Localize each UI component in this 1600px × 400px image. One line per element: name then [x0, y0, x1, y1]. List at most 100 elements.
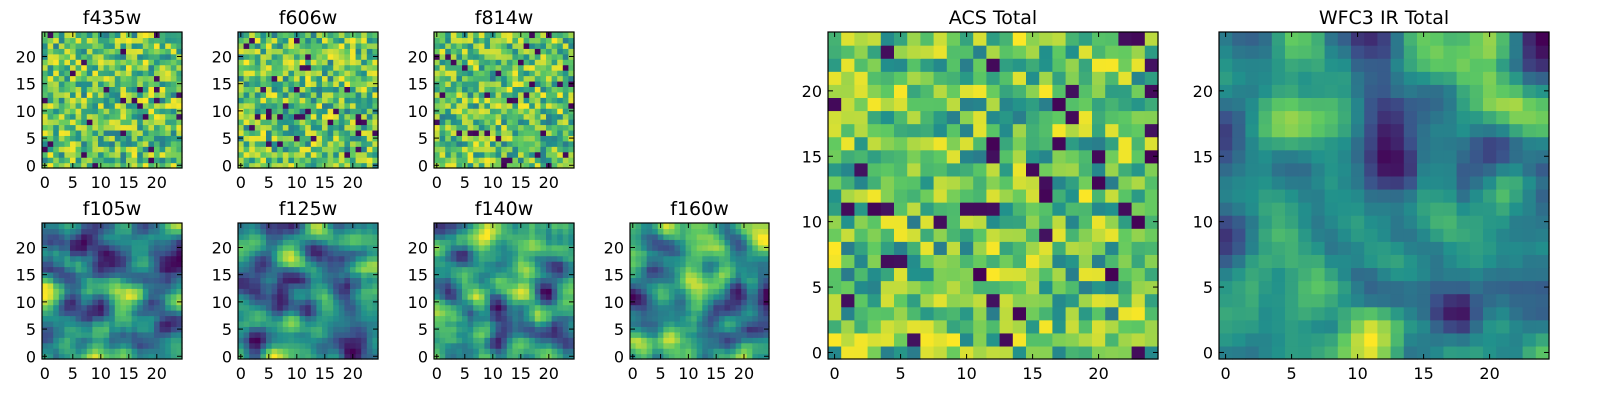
- heatmap-cell: [294, 140, 301, 147]
- heatmap-cell: [266, 124, 273, 131]
- heatmap-cell: [120, 102, 127, 109]
- heatmap-cell: [1105, 280, 1119, 295]
- heatmap-cell: [562, 124, 569, 131]
- heatmap-cell: [635, 288, 642, 295]
- heatmap-cell: [946, 293, 961, 308]
- heatmap-cell: [854, 188, 869, 203]
- heatmap-cell: [170, 129, 177, 136]
- heatmap-cell: [529, 102, 536, 109]
- heatmap-cell: [361, 157, 368, 164]
- heatmap-cell: [523, 337, 530, 344]
- heatmap-cell: [1039, 149, 1053, 164]
- heatmap-cell: [462, 320, 469, 327]
- heatmap-cell: [70, 255, 77, 262]
- heatmap-cell: [445, 135, 452, 142]
- heatmap-cell: [288, 304, 295, 311]
- heatmap-cell: [333, 304, 340, 311]
- heatmap-cell: [103, 124, 110, 131]
- heatmap-cell: [635, 282, 642, 289]
- heatmap-cell: [691, 342, 698, 349]
- heatmap-cell: [512, 162, 519, 169]
- heatmap-cell: [746, 331, 753, 338]
- heatmap-cell: [490, 135, 497, 142]
- heatmap-cell: [1078, 228, 1093, 242]
- heatmap-cell: [53, 326, 60, 333]
- heatmap-cell: [518, 124, 525, 131]
- heatmap-cell: [70, 59, 77, 66]
- heatmap-cell: [467, 261, 474, 268]
- heatmap-cell: [478, 102, 485, 109]
- heatmap-cell: [551, 37, 558, 44]
- heatmap-cell: [159, 348, 166, 355]
- heatmap-cell: [142, 342, 149, 349]
- y-tick-label: 0: [614, 347, 624, 366]
- heatmap-cell: [512, 266, 519, 273]
- heatmap-cell: [120, 261, 127, 268]
- heatmap-cell: [310, 223, 317, 230]
- heatmap-cell: [641, 223, 648, 230]
- heatmap-cell: [58, 53, 65, 60]
- heatmap-cell: [338, 310, 345, 317]
- heatmap-cell: [47, 271, 54, 278]
- heatmap-cell: [238, 119, 245, 126]
- heatmap-cell: [735, 315, 742, 322]
- heatmap-cell: [75, 162, 82, 169]
- heatmap-cell: [159, 326, 166, 333]
- heatmap-cell: [120, 108, 127, 115]
- heatmap-cell: [170, 353, 177, 360]
- heatmap-cell: [372, 255, 379, 262]
- heatmap-cell: [746, 348, 753, 355]
- heatmap-cell: [562, 151, 569, 158]
- heatmap-cell: [562, 331, 569, 338]
- heatmap-cell: [333, 293, 340, 300]
- heatmap-cell: [47, 228, 54, 235]
- heatmap-cell: [529, 250, 536, 257]
- heatmap-cell: [266, 97, 273, 104]
- heatmap-cell: [933, 332, 948, 347]
- heatmap-cell: [42, 124, 49, 131]
- heatmap-cell: [249, 288, 256, 295]
- heatmap-cell: [495, 266, 502, 273]
- heatmap-cell: [260, 348, 267, 355]
- heatmap-cell: [53, 277, 60, 284]
- heatmap-cell: [81, 64, 88, 71]
- heatmap-cell: [299, 223, 306, 230]
- heatmap-cell: [42, 310, 49, 317]
- heatmap-cell: [47, 304, 54, 311]
- heatmap-cell: [540, 250, 547, 257]
- heatmap-cell: [540, 353, 547, 360]
- heatmap-cell: [254, 53, 261, 60]
- heatmap-cell: [344, 293, 351, 300]
- heatmap-cell: [933, 319, 948, 334]
- heatmap-cell: [568, 37, 575, 44]
- heatmap-cell: [47, 288, 54, 295]
- heatmap-cell: [841, 149, 855, 164]
- heatmap-cell: [355, 331, 362, 338]
- heatmap-cell: [894, 202, 908, 216]
- heatmap-cell: [473, 233, 480, 240]
- heatmap-cell: [730, 261, 737, 268]
- heatmap-cell: [551, 299, 558, 306]
- heatmap-cell: [305, 32, 312, 39]
- heatmap-cell: [484, 223, 491, 230]
- heatmap-cell: [960, 319, 974, 334]
- heatmap-cell: [484, 135, 491, 142]
- heatmap-cell: [641, 320, 648, 327]
- heatmap-cell: [1052, 345, 1067, 360]
- heatmap-cell: [142, 113, 149, 120]
- heatmap-cell: [456, 239, 463, 246]
- heatmap-cell: [366, 277, 373, 284]
- heatmap-cell: [81, 310, 88, 317]
- heatmap-cell: [718, 282, 726, 289]
- heatmap-cell: [322, 233, 329, 240]
- heatmap-cell: [114, 266, 121, 273]
- heatmap-cell: [518, 337, 525, 344]
- heatmap-cell: [266, 91, 273, 98]
- heatmap-cell: [266, 250, 273, 257]
- heatmap-cell: [752, 228, 759, 235]
- heatmap-cell: [154, 48, 161, 55]
- heatmap-cell: [372, 140, 379, 147]
- heatmap-cell: [42, 342, 49, 349]
- heatmap-cell: [137, 304, 144, 311]
- heatmap-cell: [75, 97, 82, 104]
